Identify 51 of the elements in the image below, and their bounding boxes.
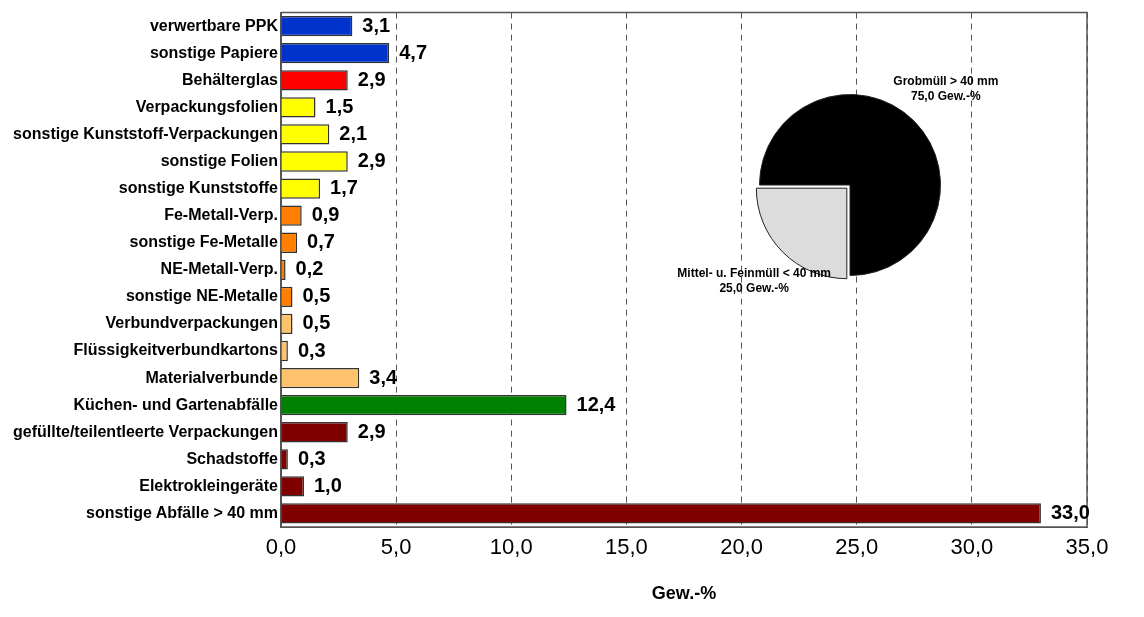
y-tick-label: Flüssigkeitverbundkartons bbox=[73, 341, 279, 359]
data-label: 3,4 bbox=[369, 365, 398, 388]
data-label: 1,0 bbox=[314, 473, 342, 496]
data-label: 0,7 bbox=[307, 230, 335, 253]
y-tick-label: Behälterglas bbox=[181, 70, 279, 88]
data-label: 2,1 bbox=[339, 121, 368, 144]
data-label: 2,9 bbox=[357, 67, 386, 90]
data-label: 75,0 Gew.-% bbox=[911, 89, 981, 103]
y-tick-label: sonstige Papiere bbox=[149, 43, 279, 61]
data-label: 0,3 bbox=[297, 338, 326, 361]
y-tick-label: verwertbare PPK bbox=[149, 16, 279, 34]
y-tick-label: sonstige Fe-Metalle bbox=[129, 233, 279, 251]
x-tick-label: 15,0 bbox=[605, 534, 648, 560]
data-label: 1,5 bbox=[325, 94, 354, 117]
y-tick-label: sonstige Abfälle > 40 mm bbox=[86, 503, 278, 521]
x-tick-label: 5,0 bbox=[380, 534, 412, 560]
x-tick-label: 30,0 bbox=[950, 534, 994, 560]
y-tick-label: Elektrokleingeräte bbox=[139, 476, 279, 494]
slice-label: Grobmüll > 40 mm bbox=[893, 74, 999, 88]
y-tick-label: sonstige Folien bbox=[160, 151, 278, 169]
data-label: 2,9 bbox=[357, 149, 386, 172]
x-tick-label: 25,0 bbox=[835, 534, 879, 560]
data-label: 12,4 bbox=[576, 392, 617, 415]
data-label: 1,7 bbox=[330, 176, 358, 199]
y-tick-label: Küchen- und Gartenabfälle bbox=[73, 395, 279, 413]
x-tick-label: 10,0 bbox=[489, 534, 533, 560]
data-label: 33,0 bbox=[1050, 500, 1090, 523]
data-label: 4,7 bbox=[399, 40, 428, 63]
slice-label: Mittel- u. Feinmüll < 40 mm bbox=[677, 265, 832, 280]
data-label: 0,9 bbox=[311, 203, 340, 226]
y-tick-label: Materialverbunde bbox=[145, 368, 279, 386]
data-label: 3,1 bbox=[362, 13, 391, 36]
y-tick-label: Schadstoffe bbox=[186, 449, 279, 467]
y-tick-label: gefüllte/teilentleerte Verpackungen bbox=[13, 422, 278, 440]
data-label: 25,0 Gew.-% bbox=[719, 280, 790, 295]
y-tick-label: NE-Metall-Verp. bbox=[160, 260, 278, 278]
y-tick-label: sonstige Kunststoff-Verpackungen bbox=[13, 124, 278, 142]
data-label: 0,2 bbox=[295, 257, 324, 280]
y-tick-label: sonstige Kunststoffe bbox=[118, 178, 279, 196]
x-tick-label: 20,0 bbox=[720, 534, 763, 560]
x-axis-title: Gew.-% bbox=[651, 583, 717, 604]
y-tick-label: sonstige NE-Metalle bbox=[125, 287, 279, 305]
data-label: 0,5 bbox=[302, 284, 331, 307]
y-tick-label: Fe-Metall-Verp. bbox=[164, 206, 278, 224]
y-tick-label: Verbundverpackungen bbox=[105, 314, 278, 332]
y-tick-label: Verpackungsfolien bbox=[135, 97, 278, 115]
x-tick-label: 35,0 bbox=[1065, 534, 1109, 560]
data-label: 2,9 bbox=[357, 419, 386, 442]
x-tick-label: 0,0 bbox=[265, 534, 297, 560]
data-label: 0,3 bbox=[297, 446, 326, 469]
data-label: 0,5 bbox=[302, 311, 331, 334]
